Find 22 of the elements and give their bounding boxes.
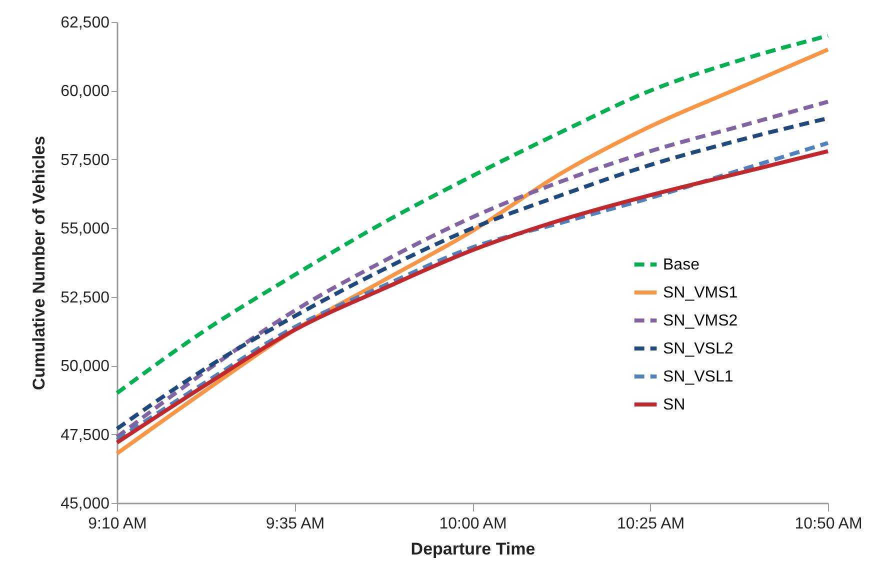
x-axis-title: Departure Time (410, 540, 536, 558)
y-tick-label: 50,000 (60, 358, 110, 376)
x-tick-label: 10:25 AM (616, 516, 685, 532)
legend-label: SN_VSL2 (663, 340, 734, 358)
y-tick-label: 62,500 (60, 14, 110, 32)
x-tick-label: 9:10 AM (88, 516, 147, 532)
y-tick-label: 52,500 (60, 289, 110, 306)
y-tick-label: 47,500 (60, 426, 110, 444)
x-tick-label: 9:35 AM (266, 516, 325, 532)
legend-label: SN_VMS1 (663, 284, 738, 302)
x-tick-label: 10:50 AM (794, 516, 862, 532)
legend-label: SN_VMS2 (663, 312, 738, 330)
y-tick-label: 60,000 (60, 83, 110, 100)
y-tick-label: 57,500 (60, 152, 110, 169)
y-tick-label: 55,000 (60, 220, 110, 238)
line-series (115, 34, 830, 396)
legend-label: Base (663, 256, 700, 274)
y-axis-title: Cumulative Number of Vehicles (30, 136, 49, 390)
legend-label: SN_VSL1 (663, 368, 734, 386)
legend-label: SN (663, 396, 686, 414)
y-tick-label: 45,000 (60, 496, 110, 512)
x-tick-label: 10:00 AM (439, 516, 507, 532)
